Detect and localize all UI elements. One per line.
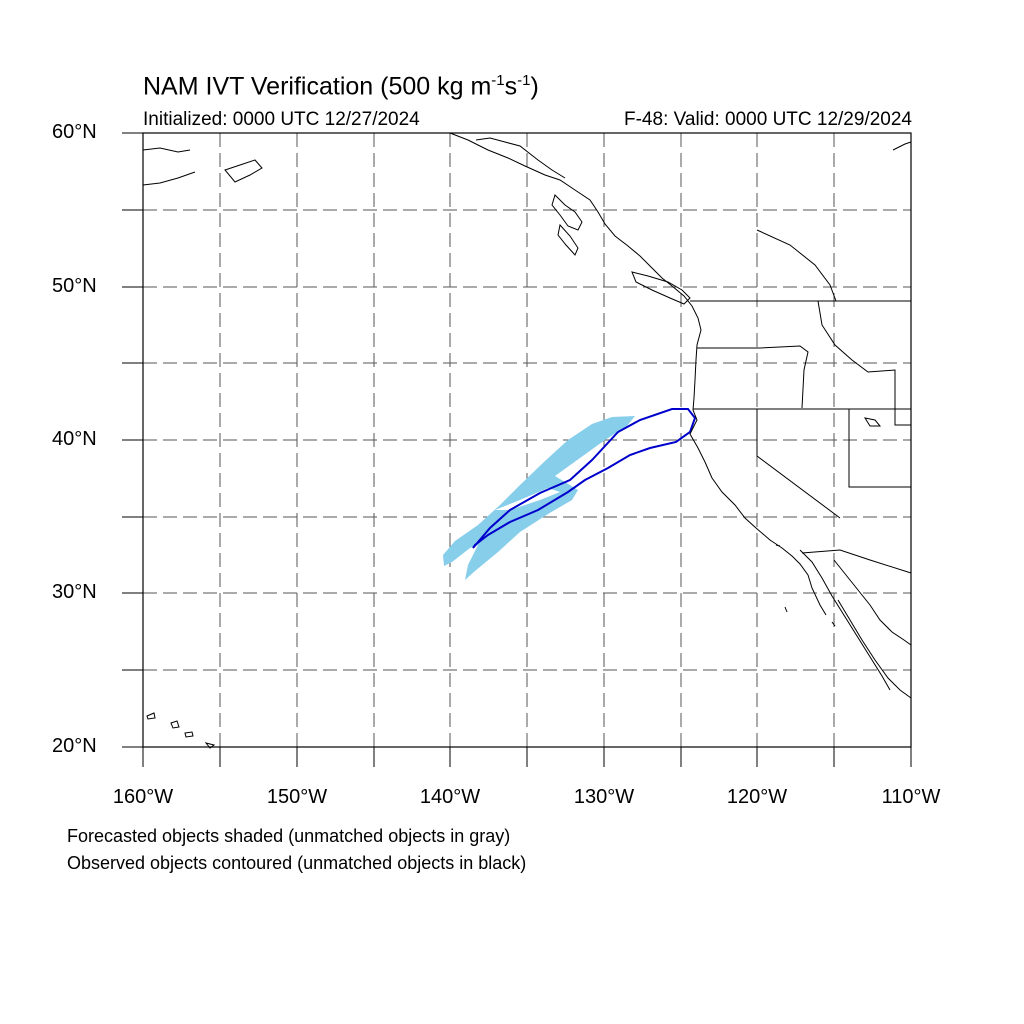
lon-label-130w: 130°W bbox=[573, 786, 635, 808]
lat-label-50n: 50°N bbox=[52, 275, 97, 297]
legend-observed-note: Observed objects contoured (unmatched ob… bbox=[67, 853, 527, 873]
lat-label-30n: 30°N bbox=[52, 581, 97, 603]
lat-label-20n: 20°N bbox=[52, 735, 97, 757]
lon-label-160w: 160°W bbox=[112, 786, 174, 808]
lon-label-110w: 110°W bbox=[881, 786, 941, 808]
lat-label-40n: 40°N bbox=[52, 428, 97, 450]
lat-label-60n: 60°N bbox=[52, 121, 97, 143]
lon-label-120w: 120°W bbox=[726, 786, 788, 808]
graticule bbox=[143, 133, 911, 747]
lon-label-140w: 140°W bbox=[419, 786, 481, 808]
observed-ivt-contour bbox=[472, 408, 697, 549]
initialized-time: Initialized: 0000 UTC 12/27/2024 bbox=[143, 109, 420, 130]
legend-forecast-note: Forecasted objects shaded (unmatched obj… bbox=[67, 826, 511, 846]
valid-time: F-48: Valid: 0000 UTC 12/29/2024 bbox=[624, 109, 912, 130]
map-title: NAM IVT Verification (500 kg m-1s-1) bbox=[143, 72, 539, 101]
tick-marks bbox=[122, 132, 912, 767]
lon-label-150w: 150°W bbox=[266, 786, 328, 808]
coastlines bbox=[142, 132, 912, 749]
